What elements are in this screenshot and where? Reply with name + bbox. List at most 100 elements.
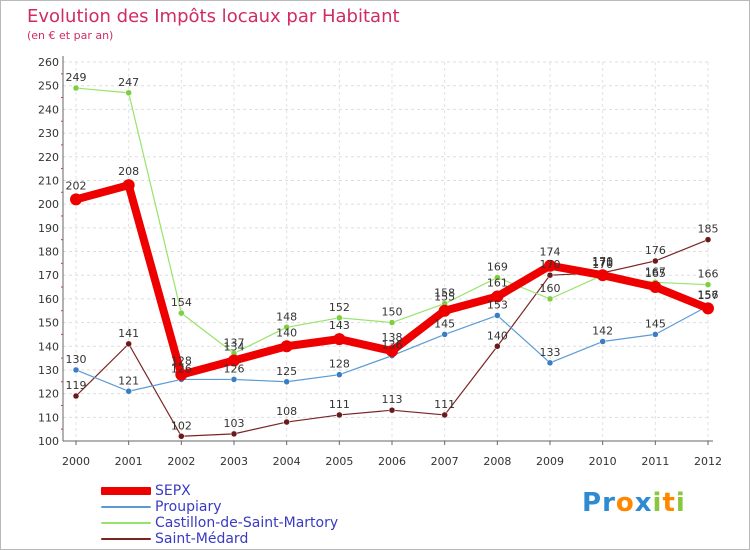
data-labels: 2022081281341401431381551611741701651561… xyxy=(66,71,719,432)
data-label-saint-medard-2002: 102 xyxy=(171,419,192,432)
data-label-proupiary-2008: 153 xyxy=(487,298,508,311)
data-point-saint-medard-2000 xyxy=(72,392,80,400)
data-point-saint-medard-2012 xyxy=(704,236,712,243)
y-tick-label-170: 170 xyxy=(38,269,59,282)
data-label-sepx-2004: 140 xyxy=(276,326,297,339)
data-point-castillon-2004 xyxy=(283,324,290,331)
data-label-castillon-2010: 170 xyxy=(592,258,613,271)
data-label-sepx-2010: 170 xyxy=(592,255,613,268)
data-point-sepx-2005 xyxy=(333,333,346,346)
data-label-proupiary-2009: 133 xyxy=(540,346,561,359)
data-label-sepx-2000: 202 xyxy=(66,179,87,192)
chart-subtitle: (en € et par an) xyxy=(27,29,114,42)
legend-label-castillon: Castillon-de-Saint-Martory xyxy=(155,515,339,531)
legend-swatch-castillon xyxy=(101,522,151,524)
data-label-sepx-2012: 156 xyxy=(698,288,719,301)
x-tick-label-2001: 2001 xyxy=(115,455,143,468)
legend-swatch-proupiary xyxy=(101,506,151,508)
data-label-saint-medard-2000: 119 xyxy=(66,379,87,392)
data-point-saint-medard-2004 xyxy=(283,418,290,426)
y-tick-label-190: 190 xyxy=(38,222,59,235)
y-tick-label-250: 250 xyxy=(38,80,59,93)
y-tick-label-120: 120 xyxy=(38,388,59,401)
logo-letter: t xyxy=(662,488,676,518)
data-point-saint-medard-2011 xyxy=(652,257,659,265)
data-label-sepx-2005: 143 xyxy=(329,319,350,332)
data-point-castillon-2012 xyxy=(704,281,712,288)
data-point-sepx-2003 xyxy=(228,354,240,367)
logo-letter: P xyxy=(582,488,603,518)
legend-label-sepx: SEPX xyxy=(155,483,191,499)
y-tick-label-180: 180 xyxy=(38,246,59,259)
x-tick-label-2007: 2007 xyxy=(431,455,459,468)
data-label-proupiary-2007: 145 xyxy=(434,317,455,330)
data-point-proupiary-2005 xyxy=(336,371,343,378)
y-tick-label-200: 200 xyxy=(38,198,59,211)
data-point-sepx-2001 xyxy=(122,179,135,192)
x-tick-label-2008: 2008 xyxy=(483,455,511,468)
logo-letter: x xyxy=(634,488,653,518)
data-point-sepx-2002 xyxy=(175,368,188,381)
data-label-proupiary-2004: 125 xyxy=(276,365,297,378)
data-point-castillon-2009 xyxy=(546,295,554,303)
data-point-sepx-2012 xyxy=(702,302,714,315)
data-point-proupiary-2004 xyxy=(283,378,290,386)
data-point-sepx-2004 xyxy=(280,340,293,353)
legend-label-saint-medard: Saint-Médard xyxy=(155,531,249,547)
data-point-saint-medard-2009 xyxy=(546,271,554,279)
data-point-saint-medard-2001 xyxy=(125,340,132,348)
data-point-saint-medard-2006 xyxy=(388,406,396,414)
y-tick-label-100: 100 xyxy=(38,435,59,448)
data-label-sepx-2002: 128 xyxy=(171,355,192,368)
data-label-castillon-2006: 150 xyxy=(382,306,403,319)
data-point-sepx-2010 xyxy=(596,269,609,282)
data-point-castillon-2002 xyxy=(178,309,185,317)
y-tick-label-220: 220 xyxy=(38,151,59,164)
data-point-saint-medard-2002 xyxy=(178,433,185,440)
legend-swatch-saint-medard xyxy=(101,538,151,540)
data-label-sepx-2007: 155 xyxy=(434,291,455,304)
data-label-proupiary-2002: 126 xyxy=(171,362,192,375)
x-tick-label-2002: 2002 xyxy=(167,455,195,468)
data-label-proupiary-2012: 157 xyxy=(698,289,719,302)
y-tick-label-130: 130 xyxy=(38,364,59,377)
data-label-castillon-2004: 148 xyxy=(276,310,297,323)
data-label-saint-medard-2007: 111 xyxy=(434,398,455,411)
y-tick-label-110: 110 xyxy=(38,411,59,424)
proxiti-logo: Proxiti xyxy=(582,488,686,518)
data-point-proupiary-2000 xyxy=(72,366,80,374)
data-point-saint-medard-2005 xyxy=(336,411,343,419)
data-label-castillon-2008: 169 xyxy=(487,261,508,274)
data-label-castillon-2005: 152 xyxy=(329,301,350,314)
legend-label-proupiary: Proupiary xyxy=(155,499,222,515)
x-tick-label-2000: 2000 xyxy=(62,455,90,468)
data-point-sepx-2009 xyxy=(544,259,556,272)
y-tick-label-140: 140 xyxy=(38,340,59,353)
data-point-proupiary-2001 xyxy=(125,388,132,395)
data-point-saint-medard-2003 xyxy=(230,430,238,438)
data-label-castillon-2011: 167 xyxy=(645,265,666,278)
logo-letter: i xyxy=(652,488,663,518)
x-tick-label-2005: 2005 xyxy=(325,455,353,468)
x-tick-label-2004: 2004 xyxy=(273,455,301,468)
series-lines xyxy=(70,84,714,440)
axes: 1001101201301401501601701801902002102202… xyxy=(38,56,722,468)
y-tick-label-240: 240 xyxy=(38,103,59,116)
data-label-proupiary-2005: 128 xyxy=(329,358,350,371)
data-point-sepx-2008 xyxy=(491,290,504,303)
data-label-saint-medard-2009: 170 xyxy=(540,258,561,271)
legend-swatch-sepx xyxy=(101,487,151,495)
data-point-sepx-2000 xyxy=(70,193,82,206)
data-label-sepx-2009: 174 xyxy=(540,246,561,259)
data-label-sepx-2003: 134 xyxy=(224,340,245,353)
data-label-sepx-2006: 138 xyxy=(382,331,403,344)
data-label-saint-medard-2008: 140 xyxy=(487,329,508,342)
data-label-saint-medard-2012: 185 xyxy=(698,223,719,236)
data-label-saint-medard-2004: 108 xyxy=(276,405,297,418)
data-label-saint-medard-2010: 171 xyxy=(592,256,613,269)
data-label-proupiary-2010: 142 xyxy=(592,325,613,338)
x-tick-label-2003: 2003 xyxy=(220,455,248,468)
data-label-castillon-2012: 166 xyxy=(698,268,719,281)
data-label-castillon-2007: 158 xyxy=(434,287,455,300)
data-point-proupiary-2009 xyxy=(546,359,554,367)
